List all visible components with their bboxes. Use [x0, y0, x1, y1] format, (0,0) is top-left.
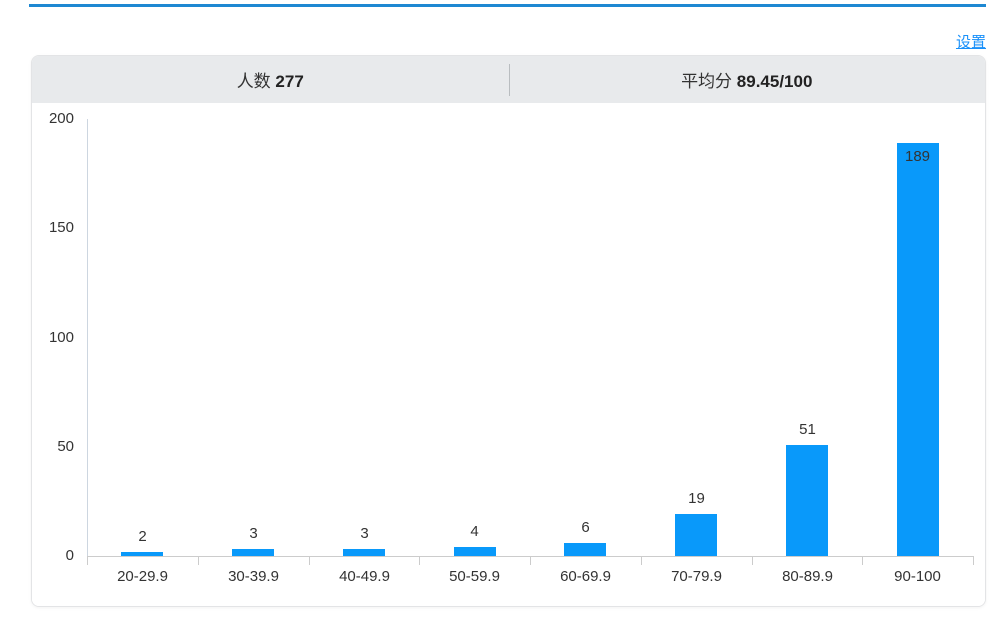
- settings-link[interactable]: 设置: [955, 34, 986, 51]
- bar[interactable]: [786, 445, 828, 556]
- average-score-label: 平均分: [681, 72, 733, 91]
- x-axis-tick: [198, 557, 199, 565]
- y-axis-tick-label: 0: [65, 547, 74, 564]
- people-count-value: 277: [275, 72, 304, 91]
- x-axis-tick: [87, 557, 88, 565]
- x-axis-category-label: 40-49.9: [339, 568, 390, 585]
- bar-value-label: 189: [904, 148, 931, 165]
- people-count: 人数 277: [32, 67, 509, 92]
- bar[interactable]: [343, 549, 385, 556]
- bar-value-label: 4: [470, 523, 479, 540]
- y-axis-tick-label: 100: [48, 328, 74, 346]
- average-score: 平均分 89.45/100: [509, 67, 986, 92]
- x-axis-category-label: 90-100: [894, 568, 941, 585]
- bar[interactable]: [675, 514, 717, 556]
- bar-value-label: 3: [360, 525, 369, 542]
- bar-value-label: 3: [249, 525, 258, 542]
- people-count-label: 人数: [236, 72, 271, 91]
- x-axis-category-label: 60-69.9: [560, 568, 611, 585]
- x-axis-category-label: 70-79.9: [671, 568, 722, 585]
- stats-card: 人数 277 平均分 89.45/100 0 50 100 150 200 2 20-29.…: [31, 55, 986, 607]
- score-distribution-bar-chart: 0 50 100 150 200 2 20-29.9 3 30-39.9 3 40-49.9 4 50-…: [32, 103, 985, 606]
- y-axis-line: [87, 119, 88, 556]
- bar-value-label: 6: [581, 519, 590, 536]
- bar-value-label: 2: [138, 528, 147, 545]
- x-axis-tick: [862, 557, 863, 565]
- y-axis-tick-label: 200: [48, 110, 74, 127]
- bar[interactable]: [121, 552, 163, 556]
- bar[interactable]: [564, 543, 606, 556]
- y-axis-tick-label: 150: [48, 219, 74, 237]
- bar-value-label: 51: [799, 421, 816, 438]
- x-axis-tick: [309, 557, 310, 565]
- x-axis-category-label: 20-29.9: [117, 568, 168, 585]
- x-axis-line: [87, 556, 974, 557]
- top-divider-line: [29, 4, 986, 7]
- header-divider: [508, 64, 510, 96]
- x-axis-tick: [752, 557, 753, 565]
- bar[interactable]: [454, 547, 496, 556]
- x-axis-tick: [641, 557, 642, 565]
- x-axis-category-label: 80-89.9: [782, 568, 833, 585]
- y-axis-tick-label: 50: [57, 437, 74, 455]
- summary-header: 人数 277 平均分 89.45/100: [32, 56, 985, 103]
- x-axis-category-label: 50-59.9: [449, 568, 500, 585]
- x-axis-tick: [419, 557, 420, 565]
- x-axis-tick: [973, 557, 974, 565]
- bar[interactable]: [232, 549, 274, 556]
- average-score-value: 89.45/100: [736, 72, 813, 91]
- x-axis-category-label: 30-39.9: [228, 568, 279, 585]
- x-axis-tick: [530, 557, 531, 565]
- bar-value-label: 19: [688, 490, 705, 507]
- bar[interactable]: [897, 143, 939, 556]
